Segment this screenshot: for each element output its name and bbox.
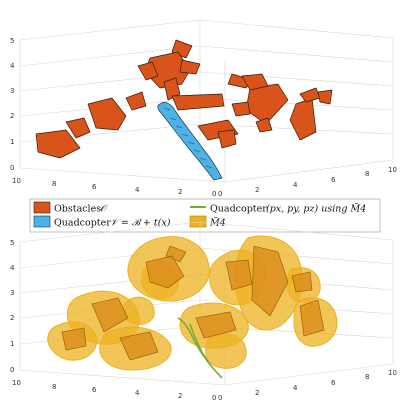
bottom-x-tick: 10 — [12, 379, 21, 387]
bottom-x-tick: 2 — [178, 392, 182, 400]
bottom-z-tick: 2 — [10, 314, 14, 322]
top-z-tick: 4 — [10, 62, 15, 70]
bottom-z-tick: 5 — [10, 239, 14, 247]
bottom-z-tick: 0 — [10, 366, 14, 374]
top-y-ticks: 0 2 4 6 8 10 — [218, 166, 397, 198]
inner-obstacle — [145, 255, 185, 289]
obstacle — [241, 73, 269, 91]
obstacle — [163, 77, 181, 101]
bottom-y-tick: 6 — [331, 379, 336, 387]
obstacle — [171, 93, 225, 111]
top-panel: 5 4 3 2 1 0 10 8 6 4 2 0 0 2 4 6 8 10 — [10, 19, 397, 198]
top-x-tick: 2 — [178, 188, 182, 196]
top-y-tick: 2 — [255, 186, 259, 194]
bottom-y-ticks: 0 2 4 6 8 10 — [218, 369, 397, 402]
obstacle — [125, 91, 147, 111]
inner-obstacle — [91, 297, 129, 333]
obstacle — [65, 117, 91, 139]
top-z-tick: 1 — [10, 138, 14, 146]
inner-obstacle — [61, 327, 87, 351]
top-obstacles — [35, 39, 333, 159]
legend-trajectory-math: (px, py, pz) using M̃4 — [266, 203, 366, 215]
legend-quadcopter-swatch — [33, 215, 51, 228]
bottom-x-tick: 0 — [212, 394, 216, 402]
top-x-tick: 4 — [135, 186, 140, 194]
inner-obstacle — [195, 311, 237, 339]
inner-obstacle — [291, 271, 313, 293]
top-z-tick: 0 — [10, 164, 14, 172]
top-y-tick: 10 — [388, 166, 397, 174]
bottom-z-tick: 3 — [10, 289, 14, 297]
bottom-x-tick: 4 — [135, 389, 140, 397]
top-quadcopter-volume — [157, 102, 223, 181]
legend-manifold-label: M̃4 — [209, 217, 226, 229]
bottom-trajectory — [177, 317, 223, 379]
legend-quadcopter-label: Quadcopter — [54, 218, 111, 229]
top-x-ticks: 10 8 6 4 2 0 — [12, 177, 216, 198]
legend-quadcopter-math: 𝒱 = ℬ + t(x) — [110, 218, 171, 229]
top-x-tick: 10 — [12, 177, 21, 185]
bottom-x-tick: 8 — [52, 383, 56, 391]
top-y-tick: 4 — [293, 181, 298, 189]
bottom-z-ticks: 5 4 3 2 1 0 — [10, 239, 15, 374]
bottom-z-tick: 1 — [10, 340, 14, 348]
top-z-tick: 5 — [10, 37, 14, 45]
inner-obstacle — [225, 259, 253, 291]
obstacle — [35, 129, 81, 159]
top-z-ticks: 5 4 3 2 1 0 — [10, 37, 15, 172]
bottom-x-tick: 6 — [92, 386, 97, 394]
inner-obstacle — [119, 331, 159, 361]
bottom-y-tick: 10 — [388, 369, 397, 377]
manifold-region — [205, 333, 247, 369]
bottom-inner-obstacles — [61, 245, 325, 361]
obstacle — [317, 89, 333, 105]
bottom-manifold-regions — [47, 235, 338, 371]
bottom-y-tick: 4 — [293, 384, 298, 392]
obstacle — [217, 129, 237, 149]
bottom-x-ticks: 10 8 6 4 2 0 — [12, 379, 216, 402]
quadcopter-volume — [157, 102, 223, 181]
obstacle — [255, 117, 273, 133]
bottom-y-tick: 8 — [365, 373, 369, 381]
legend: Obstacles 𝒪 Quadcopter (px, py, pz) usin… — [29, 198, 381, 233]
quadcopter-volume-detail — [163, 107, 213, 169]
top-y-tick: 0 — [218, 190, 222, 198]
inner-obstacle — [251, 245, 289, 317]
legend-obstacles-math: 𝒪 — [100, 204, 109, 215]
bottom-y-tick: 0 — [218, 394, 222, 402]
manifold-region — [123, 296, 155, 325]
top-x-tick: 6 — [92, 183, 97, 191]
legend-obstacle-swatch — [33, 201, 51, 214]
top-y-tick: 8 — [365, 170, 369, 178]
bottom-z-tick: 4 — [10, 264, 15, 272]
top-z-tick: 2 — [10, 112, 14, 120]
top-y-tick: 6 — [331, 176, 336, 184]
legend-obstacles-label: Obstacles — [54, 204, 101, 215]
top-x-tick: 0 — [212, 190, 216, 198]
top-x-tick: 8 — [52, 180, 56, 188]
bottom-panel: 5 4 3 2 1 0 10 8 6 4 2 0 0 2 4 6 8 10 — [10, 221, 397, 402]
obstacle — [87, 97, 127, 131]
legend-manifold-swatch — [189, 215, 207, 228]
obstacle — [231, 101, 251, 117]
bottom-y-tick: 2 — [255, 389, 259, 397]
top-z-tick: 3 — [10, 87, 14, 95]
obstacle — [289, 97, 317, 141]
inner-obstacle — [299, 299, 325, 337]
obstacle — [179, 59, 201, 75]
legend-trajectory-label: Quadcopter — [210, 204, 267, 215]
obstacle — [137, 61, 159, 81]
obstacle — [299, 87, 321, 103]
